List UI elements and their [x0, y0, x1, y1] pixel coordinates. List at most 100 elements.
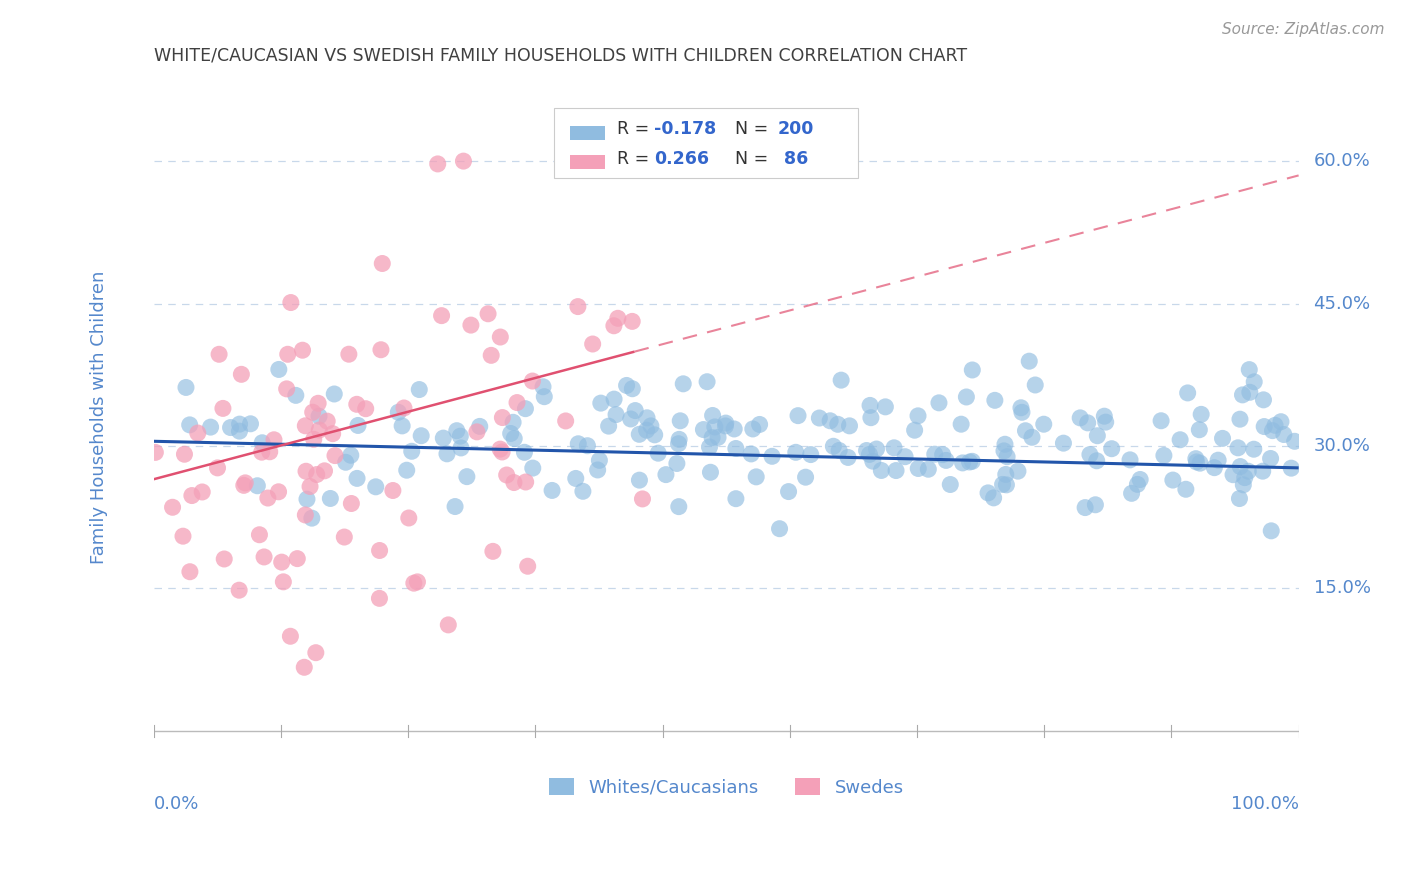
Point: [503, 432, 526, 446]
Point: [432, 431, 454, 445]
Point: [1121, 486, 1143, 500]
Point: [381, 483, 404, 498]
Point: [959, 455, 981, 469]
Point: [931, 448, 953, 462]
Point: [246, 479, 269, 493]
Point: [370, 343, 392, 357]
Point: [928, 396, 950, 410]
Point: [1032, 417, 1054, 432]
Point: [1101, 442, 1123, 456]
Point: [665, 457, 688, 471]
Point: [1174, 483, 1197, 497]
Point: [208, 347, 231, 361]
Point: [228, 583, 250, 598]
Point: [339, 448, 361, 462]
Point: [1129, 473, 1152, 487]
Point: [962, 363, 984, 377]
Point: [984, 393, 1007, 408]
Point: [1085, 428, 1108, 442]
Point: [785, 445, 807, 459]
Point: [489, 442, 512, 457]
Point: [1150, 414, 1173, 428]
Point: [1206, 453, 1229, 467]
Point: [1018, 354, 1040, 368]
Point: [565, 471, 588, 485]
Point: [307, 396, 329, 410]
Point: [495, 468, 517, 483]
Point: [1232, 478, 1254, 492]
Point: [768, 522, 790, 536]
Point: [1239, 362, 1261, 376]
Point: [228, 424, 250, 438]
Point: [1119, 453, 1142, 467]
Point: [460, 318, 482, 332]
Point: [1233, 470, 1256, 484]
Point: [939, 477, 962, 491]
Point: [263, 433, 285, 447]
Point: [950, 417, 973, 432]
Point: [894, 450, 917, 464]
Point: [333, 530, 356, 544]
Point: [1185, 455, 1208, 469]
Point: [232, 478, 254, 492]
Point: [1189, 408, 1212, 422]
Point: [631, 491, 654, 506]
Point: [748, 417, 770, 432]
Point: [703, 420, 725, 434]
Point: [1264, 418, 1286, 433]
Point: [907, 409, 929, 423]
Point: [323, 449, 346, 463]
Point: [541, 483, 564, 498]
Point: [741, 422, 763, 436]
Point: [316, 414, 339, 428]
Point: [456, 469, 478, 483]
Point: [907, 461, 929, 475]
Point: [270, 555, 292, 569]
Point: [1069, 410, 1091, 425]
Point: [647, 446, 669, 460]
Point: [408, 383, 430, 397]
Text: 100.0%: 100.0%: [1230, 795, 1299, 813]
Point: [935, 453, 957, 467]
Point: [582, 337, 605, 351]
Point: [644, 427, 666, 442]
Point: [586, 463, 609, 477]
Point: [453, 154, 475, 169]
Point: [319, 491, 342, 506]
Point: [1014, 424, 1036, 438]
Text: N =: N =: [735, 120, 769, 138]
Point: [616, 378, 638, 392]
Point: [745, 470, 768, 484]
Point: [875, 400, 897, 414]
Point: [335, 455, 357, 469]
Point: [621, 382, 644, 396]
Point: [522, 374, 544, 388]
Text: 60.0%: 60.0%: [1313, 153, 1371, 170]
Text: Family Households with Children: Family Households with Children: [90, 271, 108, 565]
Point: [837, 450, 859, 465]
Point: [778, 484, 800, 499]
Point: [855, 443, 877, 458]
Point: [917, 462, 939, 476]
Point: [515, 475, 537, 489]
Point: [143, 445, 166, 459]
Point: [1237, 464, 1260, 478]
Point: [368, 543, 391, 558]
Point: [1007, 464, 1029, 478]
Point: [231, 368, 253, 382]
Point: [301, 511, 323, 525]
Text: 200: 200: [778, 120, 814, 138]
Point: [426, 157, 449, 171]
Point: [207, 461, 229, 475]
Point: [294, 418, 316, 433]
Text: N =: N =: [735, 150, 769, 169]
Point: [277, 347, 299, 361]
Point: [1092, 409, 1115, 424]
Point: [800, 448, 823, 462]
Point: [1284, 434, 1306, 449]
Point: [449, 429, 471, 443]
Point: [1261, 424, 1284, 438]
Point: [1229, 412, 1251, 426]
Point: [723, 422, 745, 436]
Point: [995, 478, 1018, 492]
